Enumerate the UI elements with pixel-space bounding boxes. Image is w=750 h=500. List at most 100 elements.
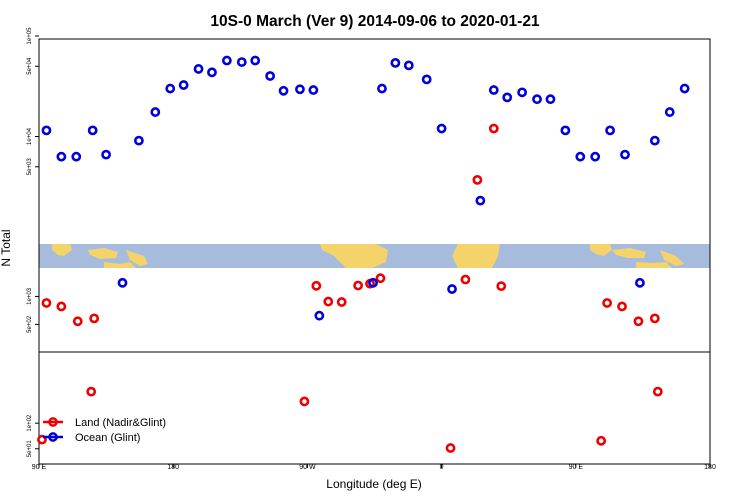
map-land-shape (452, 244, 500, 268)
ocean-data-point (150, 107, 161, 117)
land-data-point (460, 274, 471, 285)
land-data-point (649, 313, 660, 324)
land-data-point (353, 280, 363, 291)
ocean-data-point (390, 57, 401, 68)
ocean-data-point (590, 151, 601, 162)
ocean-data-point (193, 64, 204, 74)
map-land-shape (52, 244, 72, 256)
legend-label-land: Land (Nadir&Glint) (75, 417, 166, 429)
y-tick-label: 1e+05 (27, 27, 33, 45)
land-data-point (375, 273, 386, 284)
y-tick-label: 5e+02 (27, 315, 33, 333)
land-data-point (37, 434, 47, 445)
ocean-data-point (447, 284, 457, 294)
ocean-data-point (207, 67, 217, 78)
map-land-shape (590, 244, 612, 256)
ocean-data-point (308, 85, 319, 95)
land-data-point (311, 280, 322, 291)
land-data-point (472, 174, 483, 185)
axes-frame (38, 38, 711, 465)
y-tick-label: 5e+01 (27, 440, 33, 458)
land-data-point (633, 316, 644, 327)
land-data-point (89, 313, 100, 324)
land-data-point (596, 435, 607, 446)
ocean-data-point (620, 149, 630, 160)
ocean-data-point (635, 277, 645, 288)
ocean-data-point (436, 123, 447, 134)
ocean-data-point (605, 125, 615, 136)
map-land-shape (88, 248, 118, 259)
ocean-data-point (41, 125, 52, 136)
ocean-data-point (679, 83, 690, 94)
ocean-data-point (368, 277, 378, 288)
ocean-data-point (117, 277, 128, 288)
land-data-point (445, 443, 456, 453)
x-tick-label: 180 (704, 464, 716, 471)
ocean-data-point (488, 85, 499, 95)
ocean-data-point (165, 83, 176, 94)
ocean-data-point (221, 55, 232, 66)
x-tick-label: 90 W (299, 464, 316, 471)
ocean-data-point (134, 135, 144, 146)
data-point-layer (37, 55, 690, 453)
x-tick-label: 180 (167, 464, 179, 471)
ocean-data-point (545, 94, 556, 105)
land-data-point (336, 297, 347, 307)
ocean-data-point (178, 80, 189, 90)
y-tick-label: 1e+03 (27, 287, 33, 305)
land-data-point (299, 396, 310, 407)
x-tick-layer: 90 E 180 90 W 0 90 E 180 (32, 464, 716, 471)
chart-title: 10S-0 March (Ver 9) 2014-09-06 to 2020-0… (210, 13, 540, 30)
land-data-point (602, 298, 613, 308)
land-data-point (617, 301, 627, 312)
x-tick-label: 90 E (569, 464, 584, 471)
ocean-data-point (278, 85, 289, 96)
land-data-point (323, 296, 334, 307)
ocean-data-point (314, 310, 325, 321)
y-tick-label: 5e+03 (27, 158, 33, 176)
land-data-point (41, 298, 52, 308)
y-tick-label: 1e+04 (27, 127, 33, 145)
map-land-shape (612, 248, 646, 258)
legend-label-ocean: Ocean (Glint) (75, 432, 140, 444)
plot-border (38, 38, 711, 465)
legend-item-land: Land (Nadir&Glint) (43, 417, 166, 429)
land-data-point (56, 301, 67, 312)
ocean-data-point (421, 74, 432, 85)
y-axis-label: N Total (0, 229, 13, 266)
x-tick-label: 90 E (32, 464, 47, 471)
ocean-data-point (250, 55, 261, 66)
ocean-data-point (377, 83, 387, 94)
world-map-strip (39, 244, 710, 268)
map-land-shape (126, 250, 148, 266)
map-land-shape (104, 262, 136, 268)
ocean-data-point (475, 195, 486, 206)
ocean-data-point (71, 151, 82, 162)
ocean-data-point (502, 92, 513, 103)
legend: Land (Nadir&Glint) Ocean (Glint) (43, 417, 166, 444)
ocean-data-point (403, 60, 414, 71)
ocean-data-point (575, 151, 586, 162)
ocean-data-point (649, 135, 660, 146)
ocean-data-point (560, 125, 571, 136)
ocean-data-point (56, 151, 67, 162)
land-data-point (652, 386, 663, 397)
map-land-shapes (52, 244, 684, 268)
map-land-shape (660, 250, 684, 266)
land-data-point (72, 316, 83, 327)
ocean-data-point (517, 87, 528, 98)
ocean-data-point (664, 107, 675, 117)
land-data-point (496, 281, 507, 292)
legend-item-ocean: Ocean (Glint) (43, 432, 140, 444)
y-tick-label: 1e+02 (27, 414, 33, 432)
y-tick-layer: 5e+03 1e+04 5e+04 1e+05 5e+02 1e+03 5e+01 1e+02 (27, 27, 39, 457)
land-data-point (86, 386, 97, 397)
map-land-shape (320, 244, 388, 268)
legend-marker-ocean (48, 432, 58, 442)
y-tick-label: 5e+04 (27, 57, 33, 75)
land-data-point (488, 123, 499, 134)
ocean-data-point (295, 84, 305, 95)
legend-marker-land (48, 417, 58, 427)
x-tick-label: 0 (440, 464, 444, 471)
